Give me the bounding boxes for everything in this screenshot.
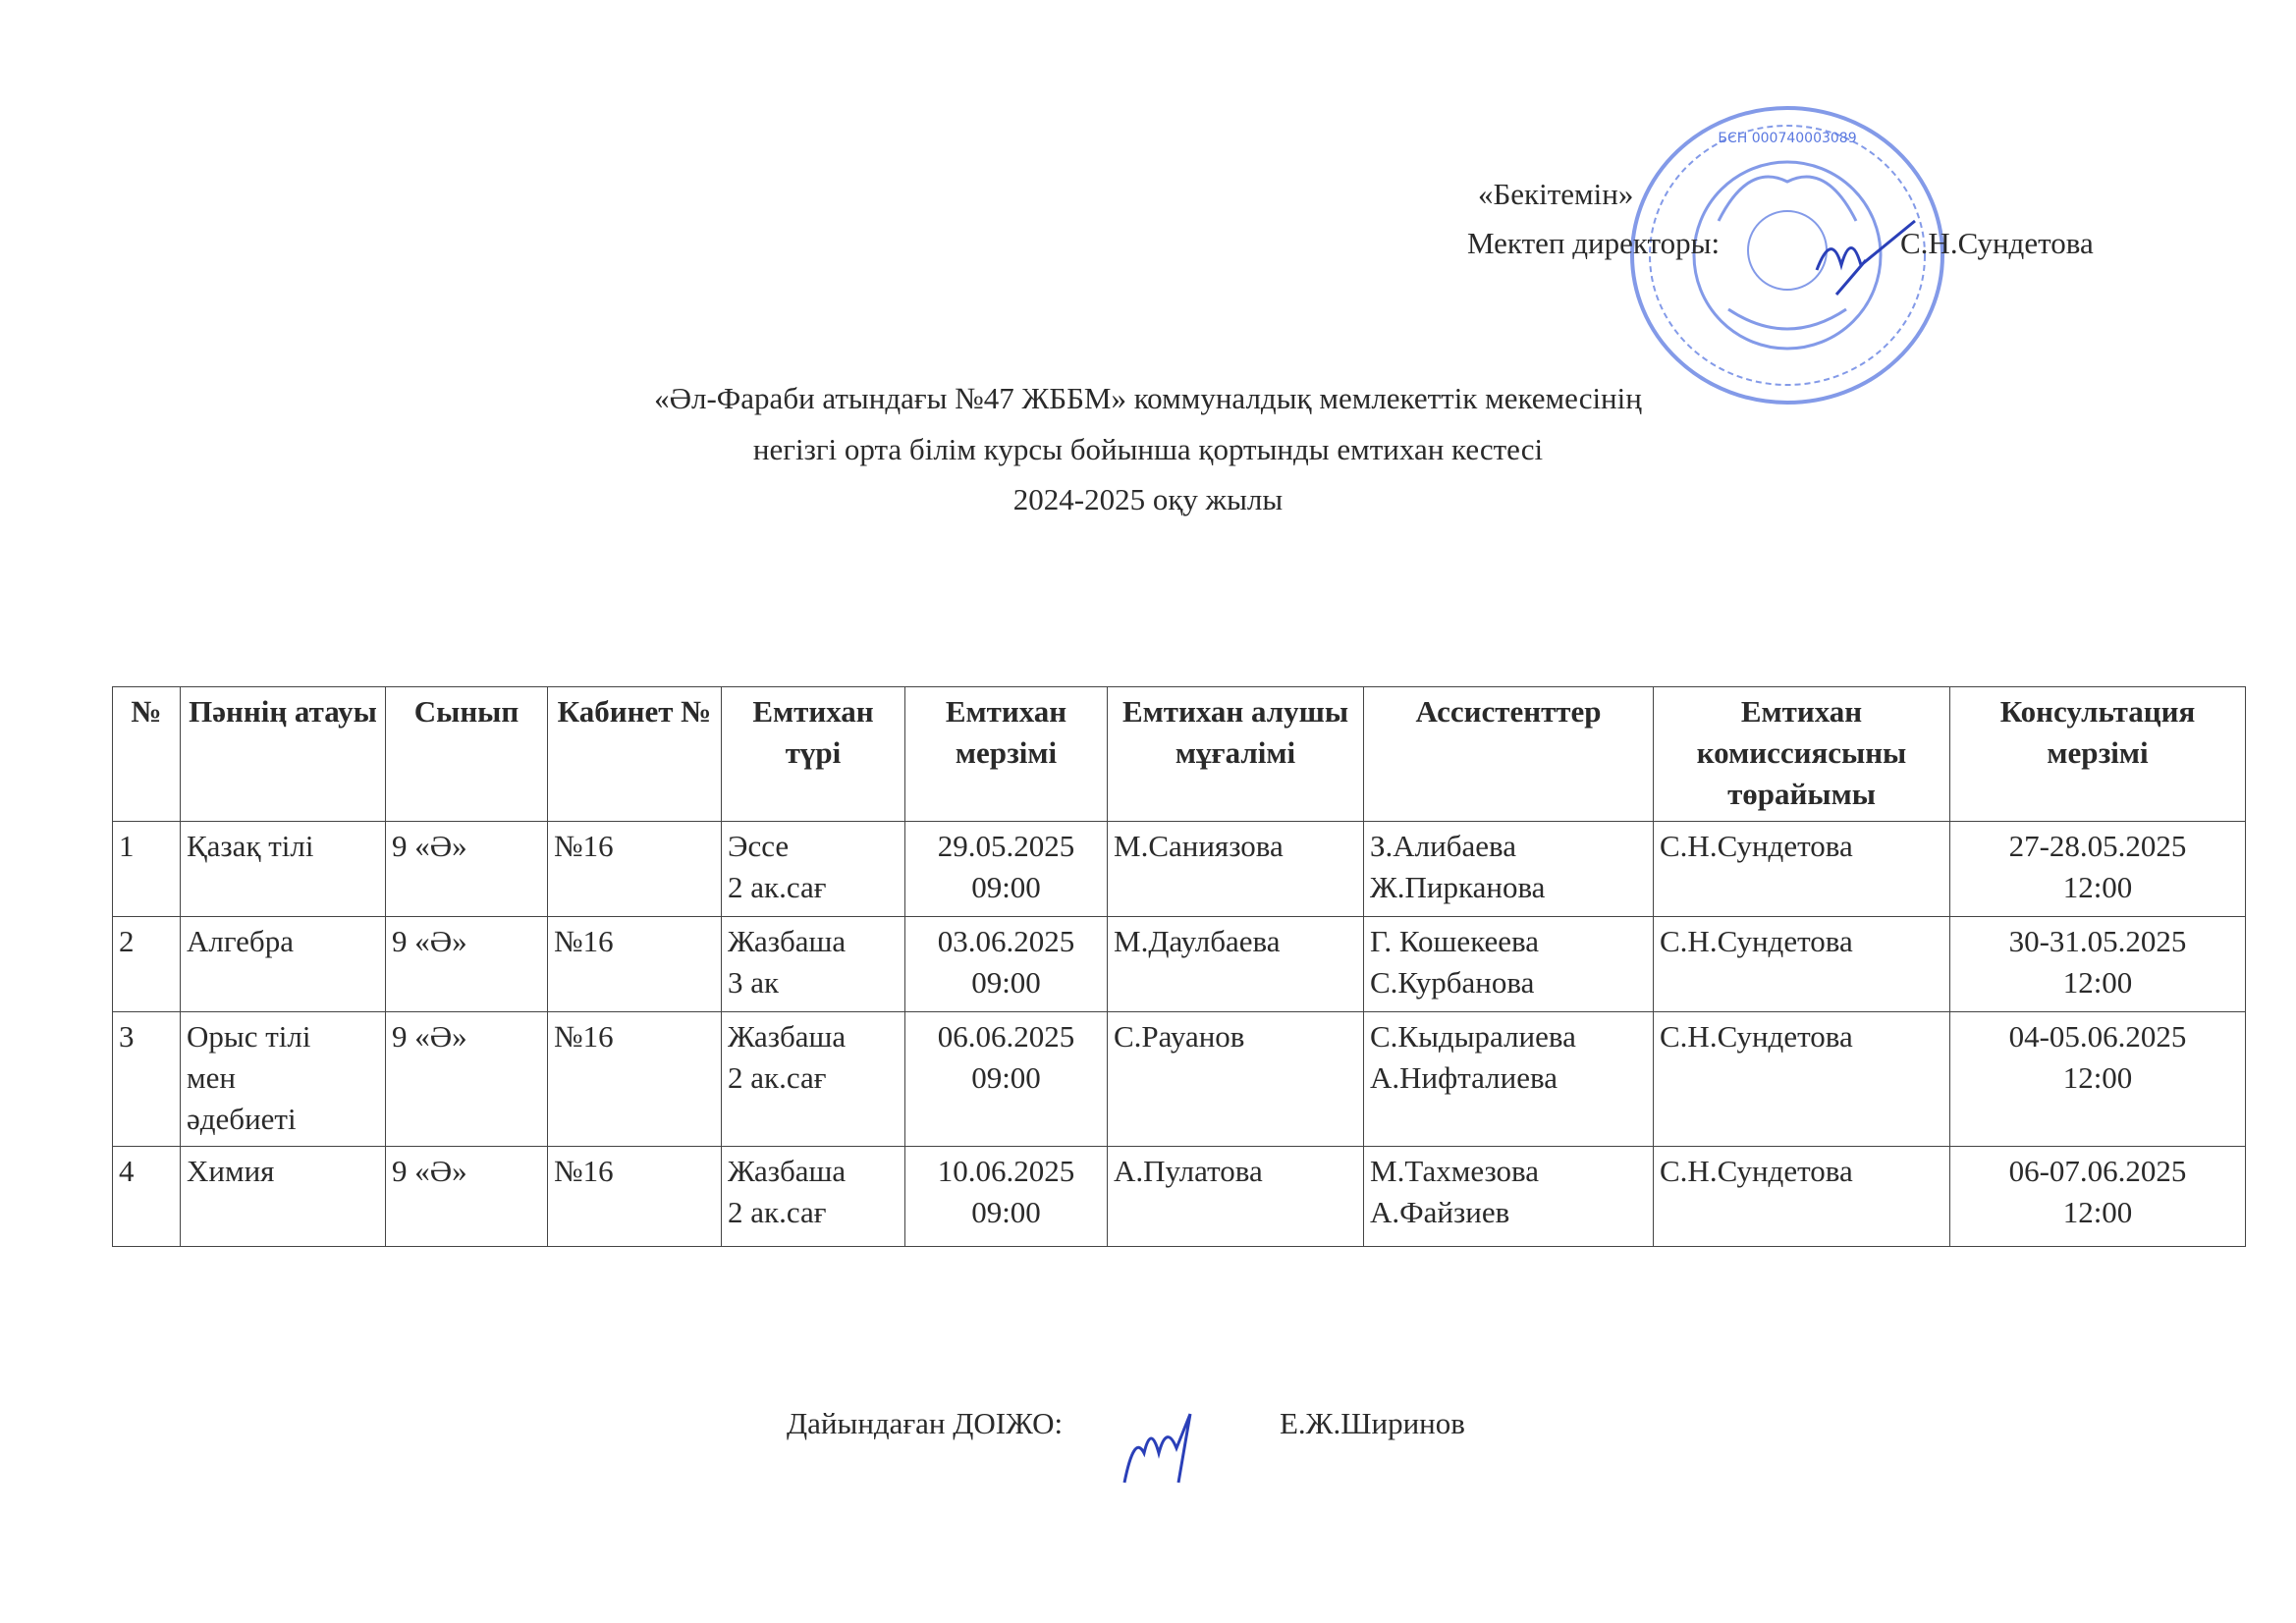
- prepared-label: Дайындаған ДОІЖО:: [787, 1406, 1064, 1440]
- class-cell: 9 «Ә»: [385, 1011, 548, 1147]
- exam-schedule-table: № Пәннің атауы Сынып Кабинет № Емтихан т…: [112, 686, 2246, 1247]
- director-label: Мектеп директоры:: [1467, 226, 1721, 260]
- assistants-cell: З.Алибаева Ж.Пирканова: [1363, 821, 1654, 917]
- header-subject: Пәннің атауы: [180, 686, 386, 822]
- table-row: 3 Орыс тілі мен әдебиеті 9 «Ә» №16 Жазбаша 2…: [112, 1011, 2246, 1147]
- header-teacher: Емтихан алушы мұғалімі: [1107, 686, 1364, 822]
- consult-date-cell: 06-07.06.2025 12:00: [1949, 1146, 2246, 1247]
- header-chair: Емтихан комиссиясыны төрайымы: [1653, 686, 1950, 822]
- approval-label: «Бекітемін»: [1478, 177, 1634, 211]
- header-consult: Консультация мерзімі: [1949, 686, 2246, 822]
- exam-type-cell: Эссе 2 ак.сағ: [721, 821, 905, 917]
- subject-cell: Қазақ тілі: [180, 821, 386, 917]
- exam-date-cell: 06.06.2025 09:00: [904, 1011, 1108, 1147]
- assistants-cell: М.Тахмезова А.Файзиев: [1363, 1146, 1654, 1247]
- subject-cell: Химия: [180, 1146, 386, 1247]
- table-row: 2 Алгебра 9 «Ә» №16 Жазбаша 3 ак 03.06.2025 0…: [112, 916, 2246, 1012]
- room-cell: №16: [547, 1011, 722, 1147]
- exam-date-cell: 29.05.2025 09:00: [904, 821, 1108, 917]
- room-cell: №16: [547, 1146, 722, 1247]
- row-num-cell: 4: [112, 1146, 181, 1247]
- preparer-signature: [1122, 1413, 1192, 1484]
- exam-date-cell: 10.06.2025 09:00: [904, 1146, 1108, 1247]
- header-assistants: Ассистенттер: [1363, 686, 1654, 822]
- class-cell: 9 «Ә»: [385, 821, 548, 917]
- stamp-text: БСН 000740003089: [1718, 131, 1856, 146]
- doc-title-line3: 2024-2025 оқу жылы: [1012, 482, 1284, 516]
- assistants-cell: С.Кыдыралиева А.Нифталиева: [1363, 1011, 1654, 1147]
- teacher-cell: М.Саниязова: [1107, 821, 1364, 917]
- table-row: 1 Қазақ тілі 9 «Ә» №16 Эссе 2 ак.сағ 29.05.20…: [112, 821, 2246, 917]
- doc-title-line2: негізгі орта білім курсы бойынша қортынд…: [752, 432, 1544, 466]
- subject-cell: Орыс тілі мен әдебиеті: [180, 1011, 386, 1147]
- exam-type-cell: Жазбаша 2 ак.сағ: [721, 1011, 905, 1147]
- commission-chair-cell: С.Н.Сундетова: [1653, 1011, 1950, 1147]
- prepared-name: Е.Ж.Ширинов: [1280, 1406, 1465, 1440]
- doc-title-line1: «Әл-Фараби атындағы №47 ЖББМ» коммуналды…: [654, 381, 1642, 415]
- commission-chair-cell: С.Н.Сундетова: [1653, 821, 1950, 917]
- room-cell: №16: [547, 821, 722, 917]
- teacher-cell: М.Даулбаева: [1107, 916, 1364, 1012]
- row-num-cell: 2: [112, 916, 181, 1012]
- director-name: С.Н.Сундетова: [1900, 226, 2094, 260]
- subject-cell: Алгебра: [180, 916, 386, 1012]
- header-class: Сынып: [385, 686, 548, 822]
- table-row: 4 Химия 9 «Ә» №16 Жазбаша 2 ак.сағ 10.06.2025…: [112, 1146, 2246, 1247]
- exam-type-cell: Жазбаша 2 ак.сағ: [721, 1146, 905, 1247]
- row-num-cell: 3: [112, 1011, 181, 1147]
- row-num-cell: 1: [112, 821, 181, 917]
- consult-date-cell: 04-05.06.2025 12:00: [1949, 1011, 2246, 1147]
- director-signature: [1815, 219, 1916, 296]
- class-cell: 9 «Ә»: [385, 916, 548, 1012]
- commission-chair-cell: С.Н.Сундетова: [1653, 916, 1950, 1012]
- assistants-cell: Г. Кошекеева С.Курбанова: [1363, 916, 1654, 1012]
- table-header-row: № Пәннің атауы Сынып Кабинет № Емтихан т…: [112, 686, 2246, 822]
- exam-date-cell: 03.06.2025 09:00: [904, 916, 1108, 1012]
- commission-chair-cell: С.Н.Сундетова: [1653, 1146, 1950, 1247]
- official-stamp: БСН 000740003089: [1630, 106, 1944, 405]
- header-room: Кабинет №: [547, 686, 722, 822]
- consult-date-cell: 27-28.05.2025 12:00: [1949, 821, 2246, 917]
- header-num: №: [112, 686, 181, 822]
- exam-type-cell: Жазбаша 3 ак: [721, 916, 905, 1012]
- teacher-cell: А.Пулатова: [1107, 1146, 1364, 1247]
- room-cell: №16: [547, 916, 722, 1012]
- header-date: Емтихан мерзімі: [904, 686, 1108, 822]
- teacher-cell: С.Рауанов: [1107, 1011, 1364, 1147]
- class-cell: 9 «Ә»: [385, 1146, 548, 1247]
- consult-date-cell: 30-31.05.2025 12:00: [1949, 916, 2246, 1012]
- header-type: Емтихан түрі: [721, 686, 905, 822]
